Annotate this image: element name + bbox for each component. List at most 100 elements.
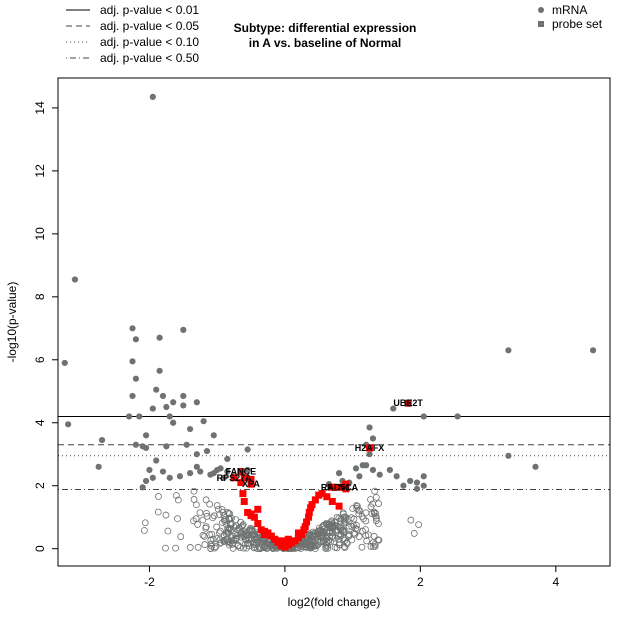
- nonsignificant-point: [370, 532, 378, 540]
- nonsignificant-point: [207, 540, 215, 548]
- mrna-point: [393, 473, 400, 480]
- mrna-point: [156, 334, 163, 341]
- nonsignificant-point: [219, 508, 227, 516]
- mrna-point: [132, 336, 139, 343]
- mrna-point: [129, 358, 136, 365]
- probe-set-point: [247, 510, 255, 518]
- x-axis-label: log2(fold change): [288, 595, 381, 609]
- nonsignificant-point: [243, 535, 251, 543]
- y-tick-label: 6: [33, 356, 47, 363]
- nonsignificant-point: [298, 538, 306, 546]
- labeled-point: [230, 474, 238, 482]
- nonsignificant-point: [322, 535, 330, 542]
- nonsignificant-point: [245, 542, 253, 550]
- nonsignificant-point: [186, 544, 194, 551]
- nonsignificant-point: [324, 542, 331, 550]
- nonsignificant-point: [240, 530, 248, 538]
- mrna-point: [98, 436, 106, 444]
- mrna-point: [366, 424, 373, 431]
- nonsignificant-point: [367, 496, 374, 503]
- nonsignificant-point: [349, 505, 357, 512]
- mrna-point: [413, 479, 421, 486]
- nonsignificant-point: [310, 538, 318, 546]
- mrna-point: [413, 485, 421, 492]
- nonsignificant-point: [229, 544, 237, 552]
- nonsignificant-point: [230, 536, 238, 544]
- mrna-point: [224, 455, 231, 463]
- nonsignificant-point: [302, 543, 310, 550]
- nonsignificant-point: [303, 539, 311, 546]
- legend-label: adj. p-value < 0.10: [100, 35, 199, 49]
- nonsignificant-point: [333, 513, 341, 521]
- mrna-point: [505, 452, 512, 459]
- probe-set-point: [247, 475, 255, 483]
- probe-set-point: [257, 526, 265, 534]
- nonsignificant-point: [177, 533, 185, 540]
- nonsignificant-point: [339, 509, 347, 517]
- nonsignificant-point: [202, 496, 210, 504]
- nonsignificant-point: [375, 500, 382, 507]
- mrna-point: [180, 402, 187, 409]
- nonsignificant-point: [322, 543, 330, 551]
- nonsignificant-point: [217, 539, 225, 546]
- probe-set-point: [323, 493, 331, 501]
- mrna-point: [166, 413, 173, 420]
- probe-set-point: [301, 523, 309, 531]
- nonsignificant-point: [340, 528, 348, 536]
- probe-set-point: [294, 529, 302, 537]
- probe-set-point: [261, 531, 269, 539]
- mrna-point: [390, 405, 397, 412]
- mrna-point: [126, 413, 133, 420]
- mrna-point: [129, 392, 136, 400]
- nonsignificant-point: [335, 541, 343, 549]
- y-tick-label: 8: [33, 293, 47, 300]
- mrna-point: [210, 470, 217, 477]
- series-filled: [61, 93, 597, 492]
- nonsignificant-point: [304, 534, 311, 542]
- mrna-point: [369, 435, 377, 442]
- axes: -2 0 2 4 0 2 4 6 8 10 12 14 log2(fold change) -log10(…: [5, 77, 611, 609]
- legend-label: adj. p-value < 0.05: [100, 19, 199, 33]
- probe-set-point: [278, 537, 286, 545]
- mrna-point: [244, 446, 251, 453]
- nonsignificant-point: [407, 516, 415, 524]
- y-tick-label: 14: [33, 101, 47, 115]
- mrna-point: [176, 473, 184, 480]
- nonsignificant-point: [341, 536, 349, 544]
- nonsignificant-point: [201, 541, 209, 548]
- nonsignificant-point: [194, 521, 201, 528]
- mrna-point: [532, 463, 539, 470]
- nonsignificant-point: [235, 524, 243, 532]
- probe-set-point: [305, 508, 313, 516]
- nonsignificant-point: [348, 523, 356, 530]
- nonsignificant-point: [172, 492, 180, 499]
- mrna-point: [149, 405, 156, 412]
- labeled-point: [237, 468, 245, 476]
- mrna-point: [386, 466, 393, 474]
- nonsignificant-point: [358, 543, 366, 551]
- mrna-point: [95, 463, 102, 470]
- legend-label: adj. p-value < 0.01: [100, 3, 199, 17]
- nonsignificant-point: [203, 509, 210, 517]
- legend-label: adj. p-value < 0.50: [100, 51, 199, 65]
- nonsignificant-point: [243, 544, 250, 552]
- nonsignificant-point: [141, 527, 148, 534]
- mrna-point: [589, 347, 597, 354]
- nonsignificant-point: [340, 520, 348, 528]
- nonsignificant-point: [329, 532, 336, 540]
- mrna-point: [183, 441, 190, 448]
- nonsignificant-point: [216, 539, 224, 547]
- mrna-point: [186, 470, 194, 477]
- nonsignificant-point: [352, 521, 360, 529]
- nonsignificant-point: [216, 511, 223, 518]
- nonsignificant-point: [369, 500, 376, 508]
- nonsignificant-point: [223, 521, 230, 529]
- mrna-point: [132, 441, 139, 448]
- nonsignificant-point: [209, 514, 217, 522]
- nonsignificant-point: [347, 514, 355, 522]
- nonsignificant-point: [324, 544, 332, 552]
- mrna-point: [193, 399, 200, 406]
- nonsignificant-point: [323, 521, 331, 529]
